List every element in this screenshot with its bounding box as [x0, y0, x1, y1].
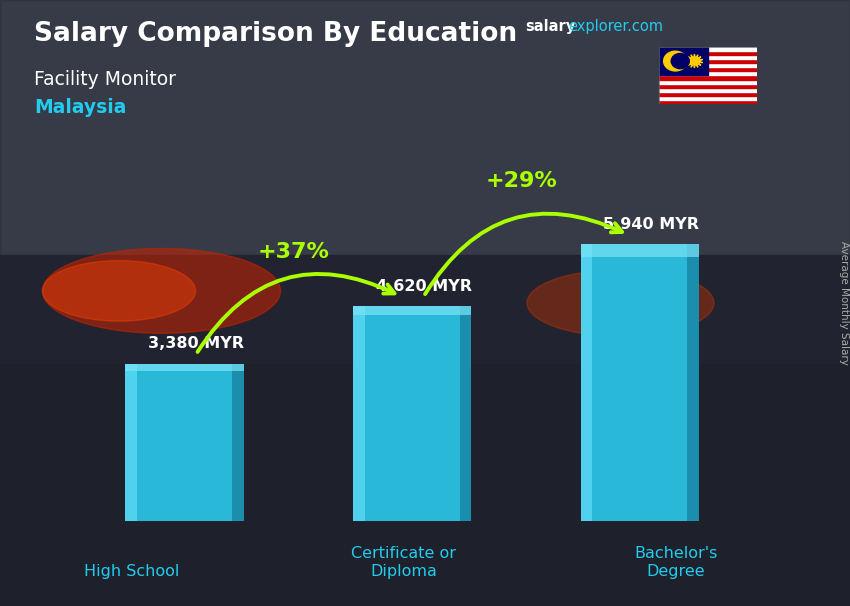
Bar — [687, 244, 699, 521]
Text: 3,380 MYR: 3,380 MYR — [148, 336, 244, 351]
Bar — [0, 255, 850, 376]
Text: Malaysia: Malaysia — [34, 98, 127, 117]
Bar — [353, 306, 472, 521]
Text: Facility Monitor: Facility Monitor — [34, 70, 176, 88]
Bar — [659, 88, 756, 92]
Bar — [232, 364, 244, 521]
Bar — [659, 51, 756, 55]
Bar — [659, 84, 756, 88]
Text: +29%: +29% — [485, 171, 558, 191]
Text: Certificate or
Diploma: Certificate or Diploma — [351, 547, 456, 579]
Bar — [659, 47, 756, 51]
Bar — [659, 100, 756, 104]
Text: explorer.com: explorer.com — [568, 19, 663, 35]
Bar — [0, 364, 850, 606]
Bar — [659, 72, 756, 75]
Bar — [659, 55, 756, 59]
Bar — [126, 364, 244, 371]
Ellipse shape — [42, 248, 280, 333]
Ellipse shape — [527, 270, 714, 336]
Bar — [353, 306, 472, 316]
Text: High School: High School — [84, 564, 179, 579]
Text: Salary Comparison By Education: Salary Comparison By Education — [34, 21, 517, 47]
Bar — [581, 244, 699, 257]
Ellipse shape — [42, 261, 196, 321]
Circle shape — [672, 53, 689, 68]
Bar — [659, 67, 756, 72]
Bar — [460, 306, 472, 521]
Bar — [353, 306, 365, 521]
Bar — [581, 244, 592, 521]
Text: Bachelor's
Degree: Bachelor's Degree — [634, 547, 717, 579]
Bar — [659, 96, 756, 100]
Bar — [659, 63, 756, 67]
Text: +37%: +37% — [258, 242, 330, 262]
Circle shape — [664, 51, 687, 71]
Bar — [581, 244, 699, 521]
Bar — [659, 59, 756, 63]
Text: 5,940 MYR: 5,940 MYR — [604, 217, 700, 232]
Polygon shape — [686, 54, 703, 68]
Bar — [659, 92, 756, 96]
Bar — [659, 47, 707, 75]
Text: salary: salary — [525, 19, 575, 35]
Bar — [126, 364, 244, 521]
Text: Average Monthly Salary: Average Monthly Salary — [839, 241, 849, 365]
Bar — [126, 364, 138, 521]
Bar — [659, 79, 756, 84]
Text: 4,620 MYR: 4,620 MYR — [376, 279, 472, 294]
Bar — [0, 0, 850, 273]
Bar — [659, 75, 756, 79]
